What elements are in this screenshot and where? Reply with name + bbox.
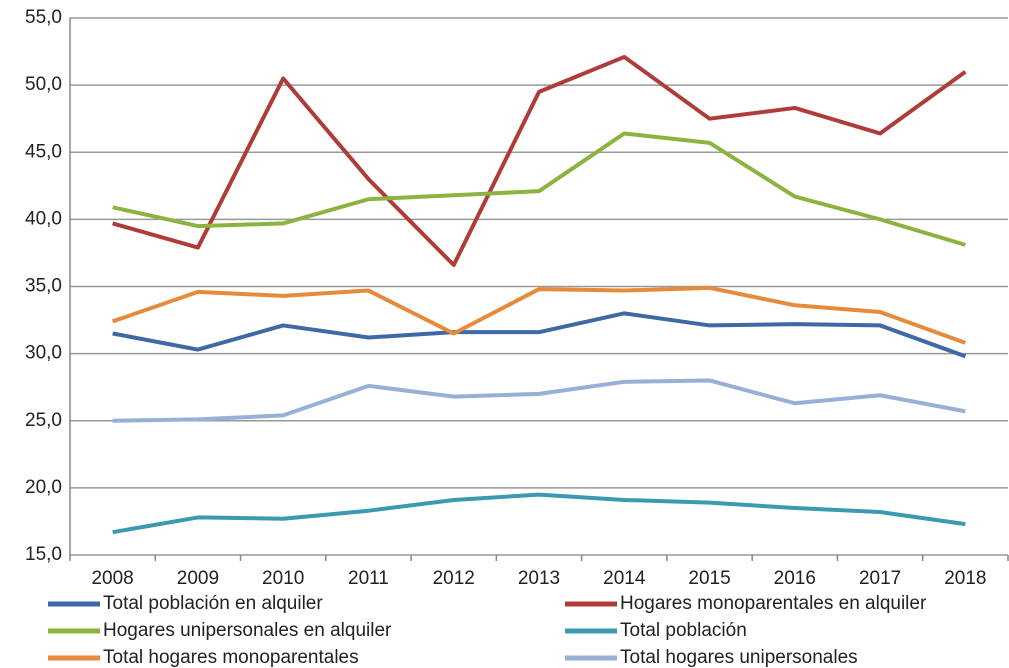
y-tick-label: 20,0	[25, 477, 62, 498]
legend-label: Total hogares monoparentales	[103, 647, 359, 668]
series-line	[112, 311, 967, 359]
legend-label: Total población en alquiler	[103, 593, 323, 614]
y-tick-label: 35,0	[25, 276, 62, 297]
x-tick-label: 2014	[603, 568, 646, 589]
x-tick-label: 2010	[262, 568, 304, 589]
y-tick-label: 50,0	[25, 74, 62, 95]
x-tick-label: 2011	[348, 568, 389, 589]
x-tick-label: 2008	[91, 568, 133, 589]
x-tick-label: 2016	[774, 568, 816, 589]
series-line	[112, 131, 966, 247]
series-line	[112, 492, 966, 535]
series-line	[111, 285, 967, 345]
y-tick-label: 40,0	[25, 208, 62, 229]
legend-label: Hogares monoparentales en alquiler	[620, 593, 927, 614]
series-line	[112, 54, 967, 268]
x-tick-label: 2015	[688, 568, 730, 589]
x-tick-label: 2012	[433, 568, 475, 589]
series-line	[112, 378, 966, 423]
x-tick-label: 2009	[177, 568, 219, 589]
x-tick-label: 2017	[859, 568, 901, 589]
y-tick-label: 25,0	[25, 410, 62, 431]
y-tick-label: 15,0	[25, 544, 62, 565]
y-tick-label: 45,0	[25, 141, 62, 162]
y-tick-label: 30,0	[25, 343, 62, 364]
legend-label: Total población	[620, 620, 747, 641]
x-tick-label: 2018	[944, 568, 986, 589]
y-tick-label: 55,0	[25, 7, 62, 28]
x-tick-label: 2013	[518, 568, 560, 589]
legend-label: Total hogares unipersonales	[620, 647, 858, 668]
legend-label: Hogares unipersonales en alquiler	[103, 620, 392, 641]
